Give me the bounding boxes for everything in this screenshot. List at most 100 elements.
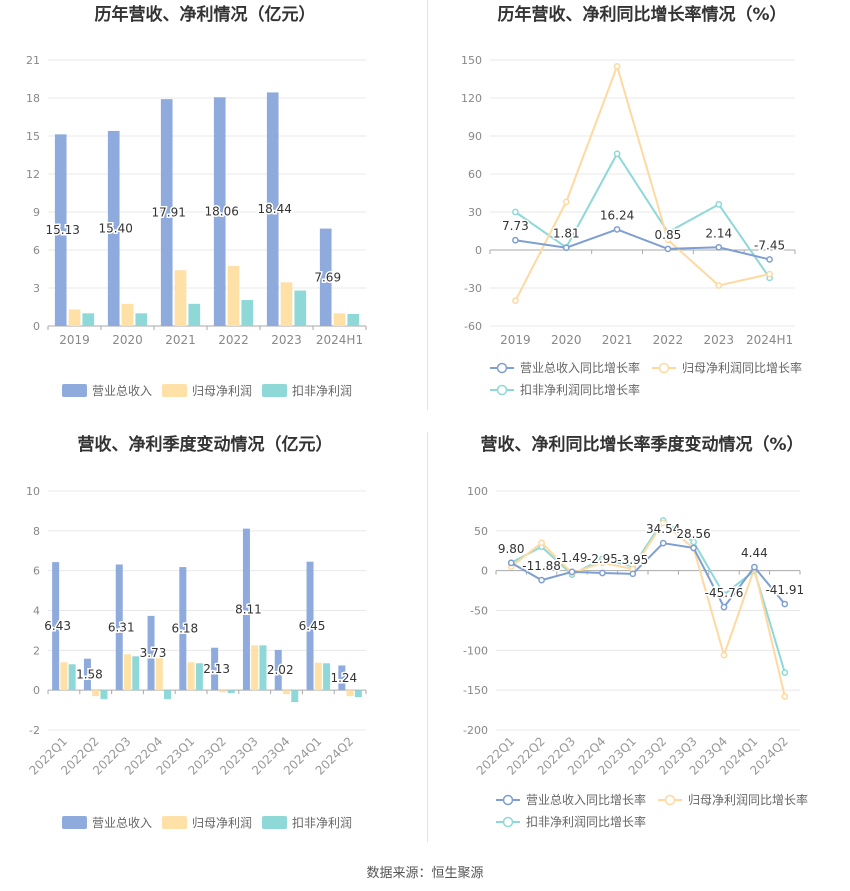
y-tick-label: 2: [33, 644, 40, 657]
y-tick-label: 18: [26, 92, 40, 105]
line-point: [659, 519, 667, 527]
legend-swatch: [262, 816, 287, 829]
bar-deducted-profit: [347, 313, 360, 326]
bar-deducted-profit: [241, 300, 254, 326]
line-point: [562, 244, 570, 252]
line-point: [659, 539, 667, 547]
bar-revenue: [274, 649, 282, 691]
bar-deducted-profit: [188, 303, 201, 326]
x-tick-label: 2021: [602, 333, 633, 347]
bar-revenue: [160, 99, 173, 326]
line-data-label: 34.54: [646, 522, 680, 536]
y-tick-label: 3: [33, 282, 40, 295]
chart-quarterly_amount: 营收、净利季度变动情况（亿元）-202468102022Q12022Q22022…: [26, 434, 367, 830]
line-parent-growth: [514, 63, 770, 302]
y-tick-label: -200: [463, 724, 488, 737]
line-point: [715, 282, 723, 289]
x-tick-label: 2019: [59, 333, 90, 347]
bar-revenue: [242, 528, 250, 691]
legend-swatch: [62, 816, 87, 829]
bar-parent-profit: [92, 690, 100, 697]
y-tick-label: 0: [475, 244, 482, 257]
legend-label: 扣非净利润: [292, 816, 352, 830]
x-tick-label: 2021: [165, 333, 196, 347]
y-tick-label: 21: [26, 54, 40, 67]
y-tick-label: 6: [33, 565, 40, 578]
bar-deducted-profit: [82, 313, 95, 326]
legend-label: 营业总收入同比增长率: [526, 792, 646, 807]
y-tick-label: -100: [463, 644, 488, 657]
bar-deducted-profit: [100, 690, 108, 700]
line-point: [629, 570, 637, 578]
line-point: [562, 198, 570, 206]
line-point: [715, 243, 723, 251]
x-tick-label: 2020: [551, 333, 582, 347]
bar-deducted-profit: [259, 645, 267, 691]
bar-parent-profit: [314, 662, 322, 691]
divider-top: [427, 0, 428, 410]
bar-parent-profit: [124, 654, 131, 691]
bar-revenue: [213, 97, 226, 327]
x-tick-label: 2022: [218, 333, 249, 347]
y-tick-label: 15: [26, 130, 40, 143]
line-point: [512, 208, 519, 216]
bar-revenue: [306, 561, 314, 691]
line-point: [715, 201, 723, 208]
line-data-label: -7.45: [754, 238, 785, 252]
y-tick-label: 9: [33, 206, 40, 219]
legend-label: 归母净利润: [192, 384, 252, 398]
legend-label: 归母净利润同比增长率: [682, 360, 802, 375]
bar-deducted-profit: [227, 690, 235, 694]
bar-data-label: 8.11: [235, 602, 262, 616]
line-point: [751, 563, 758, 571]
line-point: [512, 236, 519, 244]
line-point: [720, 603, 728, 611]
y-tick-label: 0: [33, 684, 40, 697]
legend-label: 归母净利润同比增长率: [688, 792, 808, 807]
bar-parent-profit: [60, 662, 68, 691]
line-point: [599, 559, 606, 567]
bar-parent-profit: [174, 270, 187, 326]
divider-bottom: [427, 432, 428, 842]
line-data-label: 0.85: [655, 228, 682, 242]
legend-marker: [658, 362, 670, 374]
legend-marker: [664, 794, 676, 806]
bar-data-label: 6.45: [299, 619, 326, 633]
x-tick-label: 2024H1: [316, 333, 363, 347]
legend-swatch: [262, 384, 287, 397]
line-data-label: 28.56: [676, 527, 710, 541]
line-point: [507, 559, 515, 567]
bar-parent-profit: [333, 313, 346, 326]
y-tick-label: 12: [26, 168, 40, 181]
line-point: [720, 591, 728, 598]
bar-deducted-profit: [291, 690, 299, 703]
y-tick-label: 8: [33, 525, 40, 538]
line-point: [512, 297, 519, 305]
bar-data-label: 18.44: [258, 202, 292, 216]
line-point: [781, 693, 789, 700]
line-point: [613, 150, 621, 158]
y-tick-label: 6: [33, 244, 40, 257]
y-tick-label: 10: [26, 485, 40, 498]
x-tick-label: 2022: [653, 333, 684, 347]
line-data-label: -45.76: [705, 586, 744, 600]
bar-revenue: [115, 564, 123, 691]
bar-data-label: 6.31: [108, 620, 135, 634]
line-data-label: -2.95: [587, 552, 618, 566]
bar-data-label: 18.06: [205, 205, 239, 219]
bar-revenue: [179, 567, 187, 691]
line-point: [766, 256, 773, 263]
bar-data-label: 1.24: [330, 671, 357, 685]
bar-deducted-profit: [195, 663, 203, 691]
y-tick-label: -150: [463, 684, 488, 697]
bar-revenue: [266, 92, 279, 326]
chart-annual_growth: 历年营收、净利同比增长率情况（%） -60 -30 0 30 60 90 120 150 2019…: [461, 4, 802, 397]
line-data-label: -1.49: [556, 551, 587, 565]
line-data-label: 1.81: [553, 227, 580, 241]
bar-data-label: 15.13: [46, 223, 80, 237]
bar-data-label: 2.02: [267, 663, 294, 677]
line-data-label: 4.44: [741, 546, 768, 560]
bar-deducted-profit: [323, 663, 331, 691]
bar-data-label: 1.58: [76, 667, 103, 681]
line-parent-growth: [510, 521, 786, 697]
